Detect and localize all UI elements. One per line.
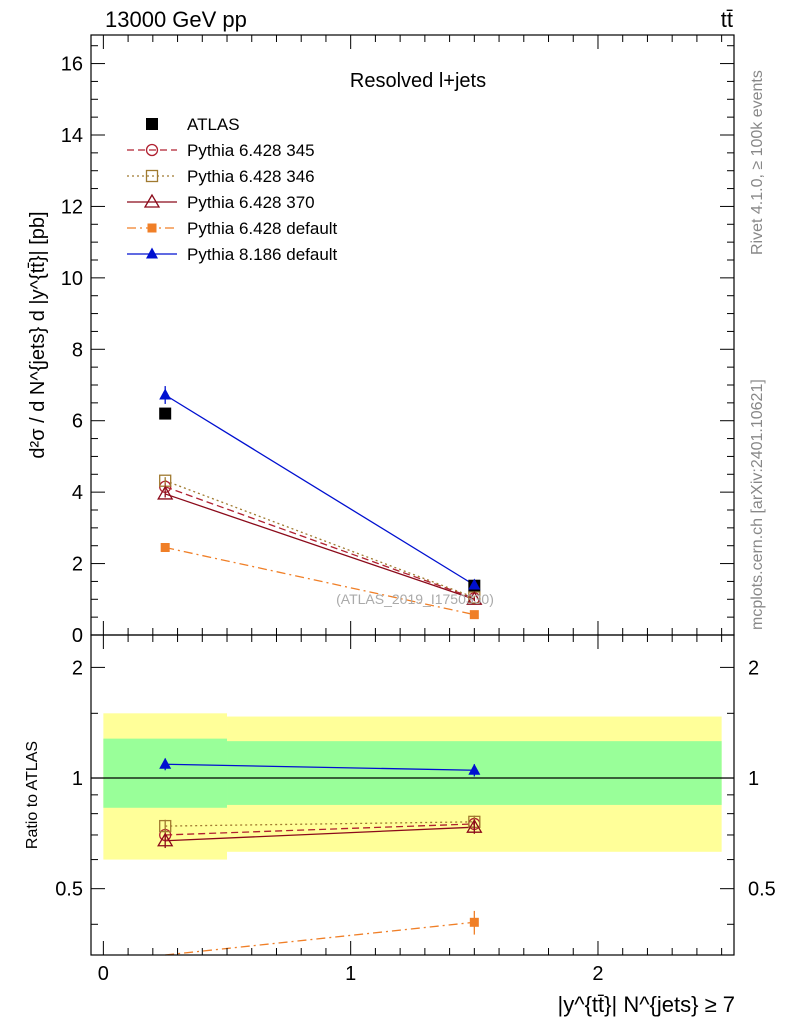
main-title: Resolved l+jets (350, 70, 486, 92)
main-y-ticks: 0 2 4 6 8 10 12 14 16 (61, 45, 734, 647)
legend-marker-atlas (146, 118, 158, 130)
main-series-markers (157, 386, 483, 620)
ratio-point-py346 (159, 819, 172, 833)
main-y-tick-label: 10 (61, 268, 83, 290)
legend-label-py345: Pythia 6.428 345 (187, 141, 315, 160)
ratio-y-tick-label: 1 (72, 768, 83, 790)
ratio-point-py8def (159, 757, 172, 769)
ratio-line-py8def (165, 763, 475, 771)
legend-marker-py6def (147, 223, 157, 233)
series-line-py8def (164, 394, 475, 586)
series-line-py370 (164, 493, 475, 600)
rivet-label: Rivet 4.1.0, ≥ 100k events (749, 70, 766, 255)
x-tick-label: 1 (345, 963, 356, 985)
data-point-py6def (469, 610, 479, 620)
ratio-y-tick-label: 2 (72, 657, 83, 679)
series-line-py6def (165, 546, 475, 616)
x-axis-label: |y^{tt̄}| N^{jets} ≥ 7 (558, 992, 735, 1017)
ratio-point-py6def (469, 917, 479, 927)
watermark: (ATLAS_2019_I1750330) (336, 591, 494, 607)
data-point-py370 (157, 485, 174, 500)
band-inner (103, 738, 228, 808)
main-y-tick-label: 14 (61, 125, 83, 147)
ratio-line-py345 (165, 823, 475, 836)
ratio-series-markers (157, 757, 483, 935)
ratio-line-py346 (165, 821, 475, 827)
ratio-line-py370 (165, 826, 475, 842)
ratio-point-py370 (157, 832, 174, 847)
process-label: tt̄ (721, 7, 733, 32)
ratio-point-py370 (466, 818, 483, 833)
legend-label-py6def: Pythia 6.428 default (187, 219, 338, 238)
energy-label: 13000 GeV pp (105, 7, 247, 32)
ratio-frame (90, 634, 735, 956)
x-tick-label: 0 (98, 963, 109, 985)
data-point-py370 (466, 590, 483, 605)
main-y-tick-label: 2 (72, 554, 83, 576)
x-ticks: 0 1 2 (98, 35, 723, 985)
main-y-tick-label: 16 (61, 54, 83, 76)
ratio-uncertainty-bands (103, 713, 722, 860)
ratio-series-lines (165, 763, 475, 956)
series-line-py346 (164, 480, 475, 599)
main-y-tick-label: 12 (61, 196, 83, 218)
ratio-y-tick-label-right: 0.5 (748, 879, 776, 901)
main-y-tick-label: 6 (72, 411, 83, 433)
ratio-y-tick-label: 0.5 (55, 879, 83, 901)
legend-label-py346: Pythia 6.428 346 (187, 167, 315, 186)
legend-marker-py346 (145, 169, 159, 183)
legend-label-atlas: ATLAS (187, 115, 240, 134)
main-y-tick-label: 0 (72, 625, 83, 647)
main-series-lines (164, 394, 475, 616)
legend-marker-py345 (145, 143, 159, 157)
legend: ATLAS Pythia 6.428 345 Pythia 6.428 346 Pyt… (127, 115, 338, 264)
legend-label-py8def: Pythia 8.186 default (187, 245, 338, 264)
x-tick-label: 2 (592, 963, 603, 985)
ratio-y-ticks: 0.5 0.5 1 1 2 2 (55, 657, 776, 925)
data-point-atlas (159, 407, 172, 420)
legend-marker-py370 (143, 193, 161, 208)
main-panel: 0 2 4 6 8 10 12 14 16 Resolved l+jets (ATLAS_201… (27, 34, 735, 647)
ratio-y-label: Ratio to ATLAS (24, 741, 41, 849)
legend-marker-py8def (146, 247, 158, 259)
data-point-py6def (160, 543, 170, 552)
main-y-label: d²σ / d N^{jets} d |y^{tt̄}| [pb] (27, 211, 49, 458)
mcplots-label: mcplots.cern.ch [arXiv:2401.10621] (749, 379, 766, 630)
data-point-py8def (468, 578, 481, 590)
ratio-point-py8def (468, 763, 481, 775)
ratio-y-tick-label-right: 2 (748, 657, 759, 679)
legend-label-py370: Pythia 6.428 370 (187, 193, 315, 212)
ratio-line-py6def (165, 921, 475, 956)
main-y-tick-label: 4 (72, 482, 83, 504)
main-y-tick-label: 8 (72, 339, 83, 361)
ratio-y-tick-label-right: 1 (748, 768, 759, 790)
data-point-py8def (159, 388, 172, 400)
